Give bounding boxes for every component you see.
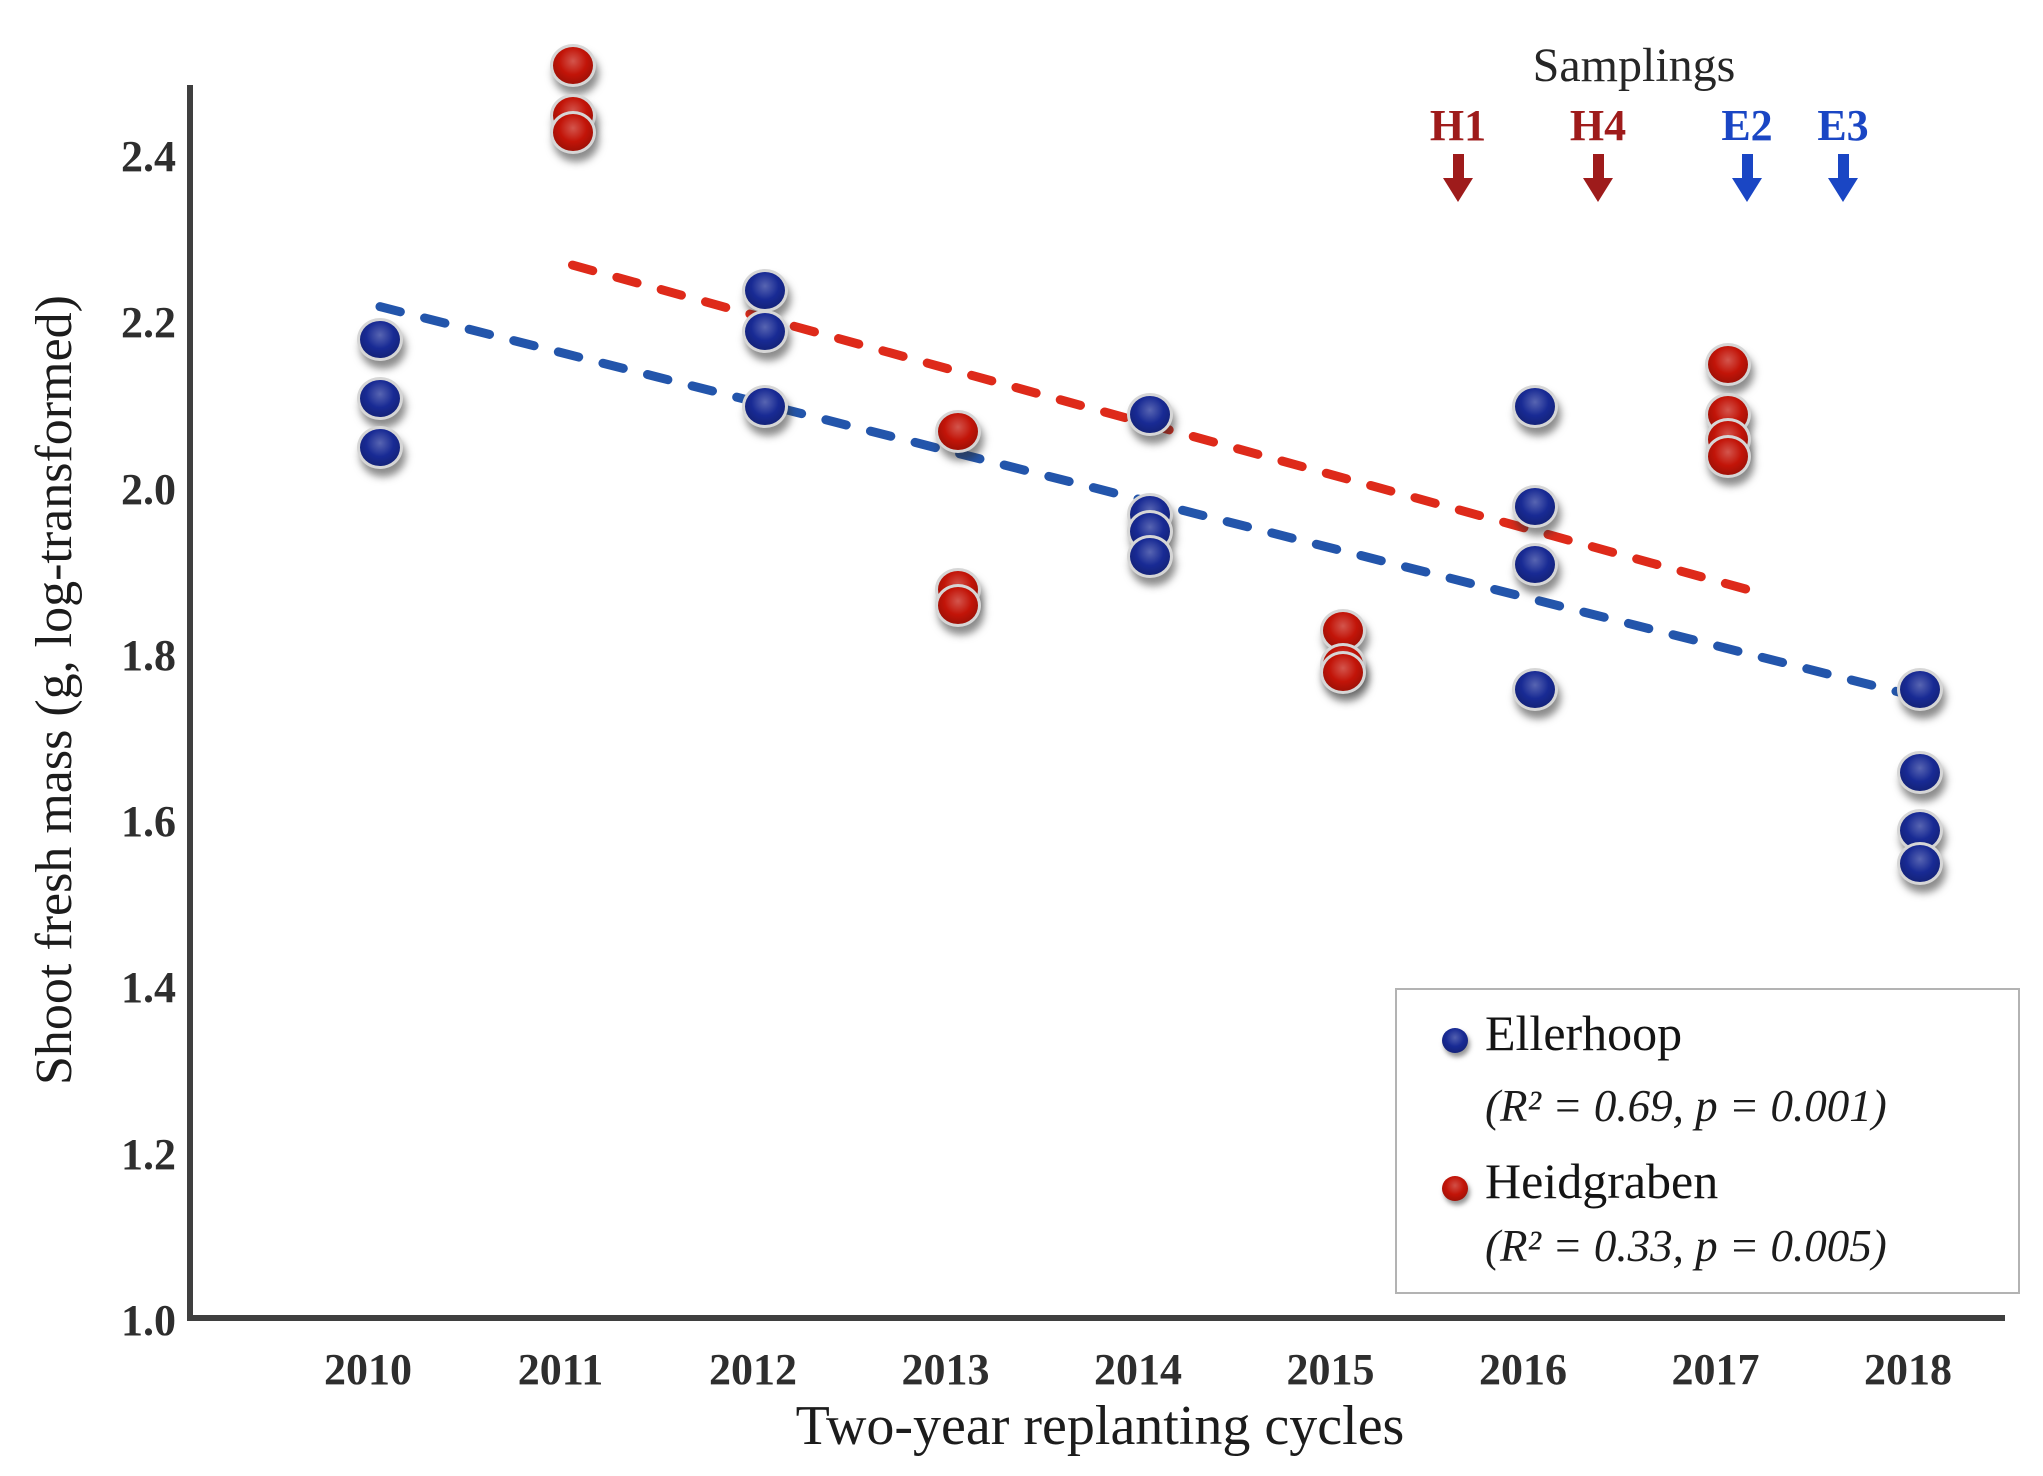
- y-tick-label: 2.0: [121, 464, 176, 514]
- data-point-ellerhoop: [1897, 750, 1943, 794]
- down-arrow-head-icon: [1732, 178, 1762, 202]
- data-point-ellerhoop: [742, 268, 788, 312]
- down-arrow-icon: [1837, 154, 1849, 178]
- y-tick-label: 1.8: [121, 630, 176, 680]
- legend-label-ellerhoop: Ellerhoop: [1485, 1005, 1683, 1061]
- data-point-ellerhoop: [742, 310, 788, 354]
- y-tick-label: 2.2: [121, 298, 176, 348]
- x-tick-label: 2010: [324, 1345, 412, 1394]
- data-point-heidgraben: [1704, 343, 1751, 387]
- x-tick-label: 2014: [1094, 1345, 1182, 1394]
- data-point-ellerhoop: [1127, 534, 1173, 578]
- data-point-ellerhoop: [1512, 484, 1558, 528]
- data-point-ellerhoop: [357, 376, 403, 420]
- x-axis-line: [187, 1315, 2005, 1321]
- down-arrow-icon: [1592, 154, 1604, 178]
- x-tick-label: 2017: [1671, 1345, 1760, 1394]
- data-point-ellerhoop: [1127, 393, 1173, 437]
- x-tick-label: 2013: [901, 1345, 990, 1394]
- data-point-ellerhoop: [1897, 842, 1943, 886]
- sampling-label: H1: [1429, 101, 1487, 150]
- sampling-label: E2: [1721, 101, 1773, 150]
- down-arrow-head-icon: [1443, 178, 1473, 202]
- x-tick-label: 2015: [1286, 1345, 1375, 1394]
- data-point-heidgraben: [934, 409, 981, 453]
- legend-stats-heidgraben: (R² = 0.33, p = 0.005): [1485, 1221, 1887, 1271]
- data-point-heidgraben: [549, 44, 596, 88]
- data-point-heidgraben: [549, 110, 596, 154]
- data-point-heidgraben: [1319, 609, 1366, 653]
- x-axis-title: Two-year replanting cycles: [795, 1395, 1405, 1457]
- data-point-ellerhoop: [742, 384, 788, 428]
- sampling-marker-h4: H4: [1538, 102, 1658, 202]
- data-point-ellerhoop: [1512, 667, 1558, 711]
- y-tick-label: 1.6: [121, 797, 176, 847]
- samplings-annotation-title: Samplings: [1532, 39, 1736, 92]
- data-point-ellerhoop: [1897, 667, 1943, 711]
- y-tick-label: 1.4: [121, 963, 176, 1013]
- sampling-marker-h1: H1: [1398, 102, 1518, 202]
- data-point-ellerhoop: [357, 426, 403, 470]
- legend-box: Ellerhoop (R² = 0.69, p = 0.001) Heidgra…: [1395, 988, 2020, 1294]
- data-point-ellerhoop: [357, 318, 403, 362]
- down-arrow-icon: [1741, 154, 1753, 178]
- down-arrow-head-icon: [1828, 178, 1858, 202]
- x-tick-label: 2016: [1479, 1345, 1567, 1394]
- data-point-ellerhoop: [1512, 542, 1558, 586]
- y-tick-label: 1.2: [121, 1129, 176, 1179]
- x-tick-label: 2018: [1864, 1345, 1952, 1394]
- data-point-heidgraben: [1704, 434, 1751, 478]
- down-arrow-head-icon: [1583, 178, 1613, 202]
- sampling-label: E3: [1817, 101, 1869, 150]
- legend-stats-ellerhoop: (R² = 0.69, p = 0.001): [1485, 1081, 1887, 1131]
- y-axis-line: [187, 85, 193, 1321]
- down-arrow-icon: [1452, 154, 1464, 178]
- y-tick-label: 2.4: [121, 132, 176, 181]
- legend-marker-ellerhoop: [1442, 1028, 1468, 1053]
- sampling-label: H4: [1569, 101, 1627, 150]
- y-tick-label: 1.0: [121, 1295, 176, 1345]
- data-point-heidgraben: [934, 584, 981, 628]
- x-tick-label: 2012: [709, 1345, 797, 1394]
- sampling-marker-e3: E3: [1783, 102, 1903, 202]
- sampling-marker-e2: E2: [1687, 102, 1807, 202]
- legend-label-heidgraben: Heidgraben: [1485, 1153, 1719, 1209]
- legend-marker-heidgraben: [1442, 1176, 1468, 1201]
- data-point-ellerhoop: [1512, 384, 1558, 428]
- data-point-heidgraben: [1319, 650, 1366, 694]
- x-tick-label: 2011: [517, 1345, 604, 1394]
